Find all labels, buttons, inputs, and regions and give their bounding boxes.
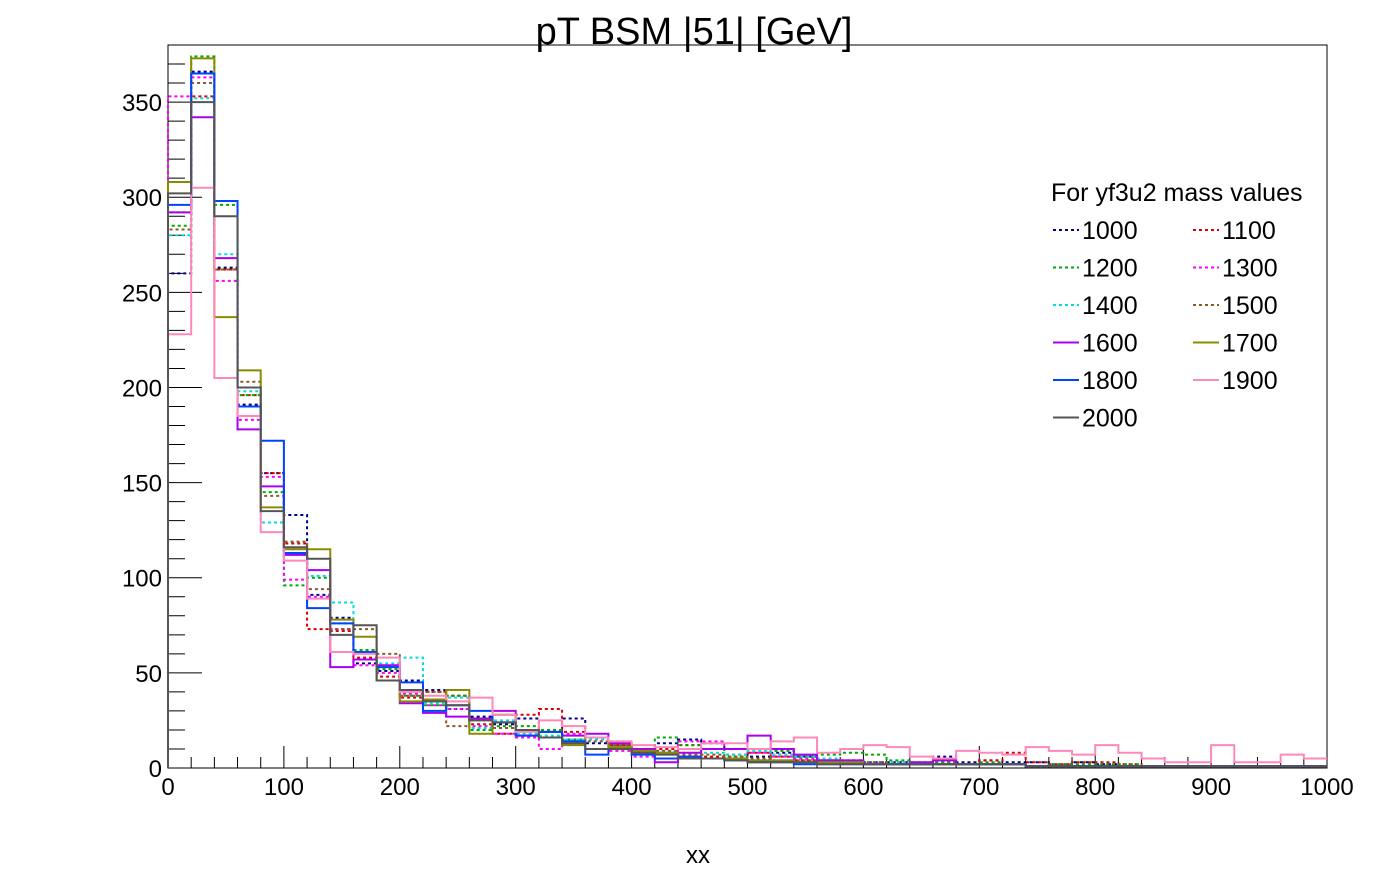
series-1800-histogram	[167, 72, 1327, 768]
series-2000-histogram	[167, 101, 1327, 768]
x-tick-label: 900	[1191, 774, 1231, 801]
y-tick-label: 0	[149, 756, 162, 783]
x-tick-label: 100	[264, 774, 304, 801]
series-1700-histogram	[167, 57, 1327, 768]
legend-label-1000: 1000	[1082, 217, 1138, 245]
legend-label-1300: 1300	[1222, 255, 1278, 283]
y-tick-label: 250	[122, 280, 162, 307]
series-layer	[167, 55, 1327, 768]
legend-label-1600: 1600	[1082, 330, 1138, 358]
x-tick-label: 700	[959, 774, 999, 801]
x-tick-label: 1000	[1300, 774, 1353, 801]
legend-label-1700: 1700	[1222, 330, 1278, 358]
x-tick-label: 600	[843, 774, 883, 801]
series-1000-histogram	[167, 70, 1327, 768]
series-1200-histogram	[167, 55, 1327, 768]
x-tick-label: 200	[380, 774, 420, 801]
legend: For yf3u2 mass values 1000 1100 1200 1300 14…	[1051, 179, 1303, 433]
y-tick-label: 200	[122, 375, 162, 402]
y-tick-label: 100	[122, 566, 162, 593]
plot-frame	[167, 44, 1328, 769]
x-axis-label: xx	[686, 842, 710, 869]
legend-label-1200: 1200	[1082, 255, 1138, 283]
axes: 0 100 200 300 400 500 600 700 800 900 1000 0 50 100 15…	[122, 63, 1354, 801]
legend-title: For yf3u2 mass values	[1051, 179, 1303, 207]
x-tick-label: 500	[727, 774, 767, 801]
series-1600-histogram	[167, 116, 1327, 768]
x-tick-label: 400	[612, 774, 652, 801]
legend-label-2000: 2000	[1082, 405, 1138, 433]
chart-title: pT BSM |51| [GeV]	[536, 11, 853, 53]
y-tick-label: 350	[122, 90, 162, 117]
x-tick-label: 300	[496, 774, 536, 801]
y-tick-label: 300	[122, 185, 162, 212]
legend-label-1900: 1900	[1222, 367, 1278, 395]
legend-label-1500: 1500	[1222, 292, 1278, 320]
legend-label-1800: 1800	[1082, 367, 1138, 395]
y-tick-label: 50	[135, 661, 162, 688]
legend-label-1100: 1100	[1222, 217, 1276, 245]
x-tick-label: 0	[161, 774, 174, 801]
y-tick-label: 150	[122, 471, 162, 498]
series-1900-histogram	[167, 186, 1327, 768]
x-tick-label: 800	[1075, 774, 1115, 801]
legend-label-1400: 1400	[1082, 292, 1138, 320]
